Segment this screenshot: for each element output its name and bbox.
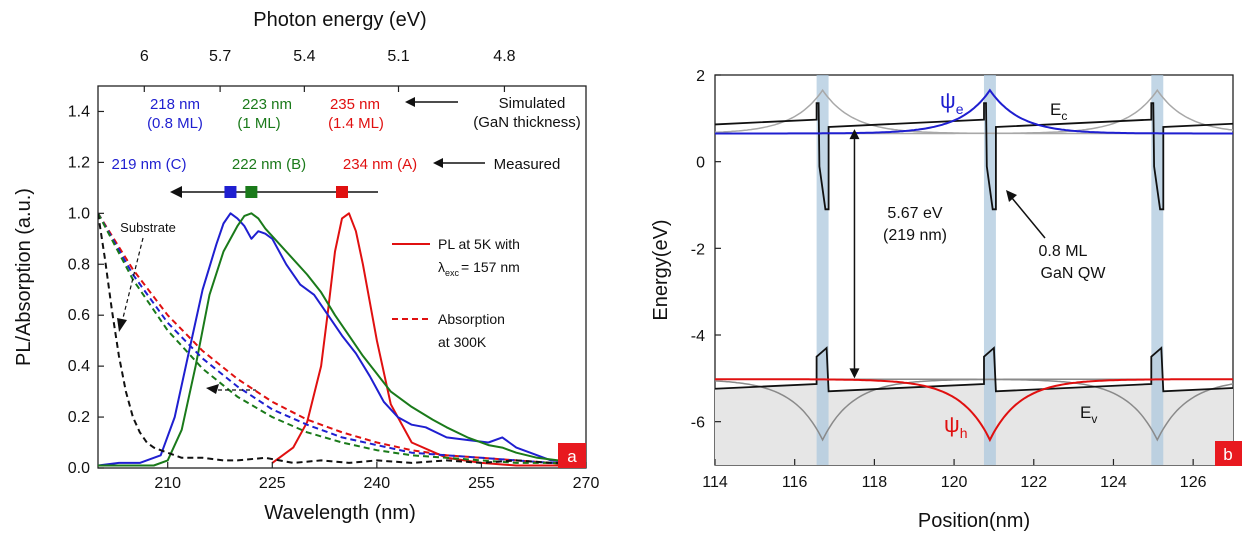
substrate-arrow bbox=[117, 237, 144, 332]
x-tick-label-a-4: 270 bbox=[573, 475, 600, 492]
band-gap-arrow bbox=[849, 129, 860, 379]
x-tick-label-b-6: 126 bbox=[1180, 474, 1207, 491]
qw-label-1: 0.8 ML bbox=[1039, 243, 1088, 260]
meas-arrow bbox=[433, 158, 485, 168]
x-tick-label-b-5: 124 bbox=[1100, 474, 1127, 491]
series-line-1 bbox=[98, 212, 586, 467]
meas-label-blue: 219 nm (C) bbox=[111, 156, 186, 173]
top-axis-label: Photon energy (eV) bbox=[253, 9, 426, 31]
panel-a-badge bbox=[558, 443, 586, 468]
x-tick-label-a-3: 255 bbox=[468, 475, 495, 492]
series-line-4 bbox=[98, 212, 586, 464]
qw-pointer-arrow bbox=[1006, 190, 1046, 239]
y-tick-label-a-4: 0.8 bbox=[68, 256, 90, 273]
absorption-arrow bbox=[206, 384, 256, 394]
x-tick-label-b-0: 114 bbox=[702, 474, 728, 491]
y-tick-label-a-5: 1.0 bbox=[68, 205, 90, 222]
x-tick-label-a-1: 225 bbox=[259, 475, 286, 492]
legend-abs-text-2: at 300K bbox=[438, 334, 487, 350]
wavelength-marker-0 bbox=[224, 186, 237, 198]
x-tick-label-a-0: 210 bbox=[154, 475, 181, 492]
legend-abs-text-1: Absorption bbox=[438, 311, 505, 327]
legend-a: PL at 5K with λexc = 157 nm Absorption at… bbox=[392, 236, 520, 350]
gap-label-1: 5.67 eV bbox=[887, 205, 942, 222]
y-tick-label-a-2: 0.4 bbox=[68, 358, 90, 375]
meas-label-red: 234 nm (A) bbox=[343, 156, 417, 173]
y-tick-label-a-1: 0.2 bbox=[68, 409, 90, 426]
y-axis-label-b: Energy(eV) bbox=[650, 219, 672, 320]
sim-label-green-1: 223 nm bbox=[242, 96, 292, 113]
top-tick-label-4: 4.8 bbox=[493, 48, 515, 65]
meas-caption: Measured bbox=[494, 156, 561, 173]
gap-label-2: (219 nm) bbox=[883, 227, 947, 244]
x-tick-label-b-1: 116 bbox=[782, 474, 808, 491]
x-tick-label-b-2: 118 bbox=[862, 474, 888, 491]
sim-label-blue-2: (0.8 ML) bbox=[147, 115, 203, 132]
psi-e-label: ψe bbox=[940, 88, 964, 117]
plot-frame-a bbox=[97, 85, 587, 469]
series-line-5 bbox=[98, 212, 586, 467]
sim-label-red-1: 235 nm bbox=[330, 96, 380, 113]
ev-label: Ev bbox=[1080, 403, 1097, 426]
series-line-3 bbox=[98, 212, 586, 464]
legend-pl-text-1: PL at 5K with bbox=[438, 236, 520, 252]
top-tick-label-0: 6 bbox=[140, 48, 149, 65]
panel-b-badge bbox=[1215, 441, 1242, 466]
series-line-6 bbox=[98, 213, 586, 464]
x-tick-label-a-2: 240 bbox=[364, 475, 391, 492]
y-tick-label-a-0: 0.0 bbox=[68, 460, 90, 477]
sim-label-red-2: (1.4 ML) bbox=[328, 115, 384, 132]
y-tick-label-b-4: -6 bbox=[691, 415, 705, 432]
panel-b-badge-label: b bbox=[1223, 445, 1232, 464]
conduction-band-edge bbox=[715, 102, 1233, 211]
y-tick-label-a-7: 1.4 bbox=[68, 103, 90, 120]
valence-fill bbox=[715, 348, 1233, 465]
sim-caption-1: Simulated bbox=[499, 95, 566, 112]
panel-a-badge-label: a bbox=[567, 447, 577, 466]
y-tick-label-b-3: -4 bbox=[691, 328, 705, 345]
wavelength-marker-2 bbox=[336, 186, 348, 198]
top-tick-label-3: 5.1 bbox=[387, 48, 409, 65]
y-tick-label-a-6: 1.2 bbox=[68, 154, 90, 171]
legend-pl-lambda: λexc = 157 nm bbox=[438, 259, 520, 278]
top-tick-label-1: 5.7 bbox=[209, 48, 231, 65]
meas-label-green: 222 nm (B) bbox=[232, 156, 306, 173]
substrate-label: Substrate bbox=[120, 220, 176, 235]
x-axis-label-a: Wavelength (nm) bbox=[264, 502, 416, 524]
quantum-well-band-1 bbox=[983, 75, 996, 465]
ec-label: Ec bbox=[1050, 100, 1067, 123]
gap-arrow-head-top bbox=[849, 129, 860, 140]
valence-band-edge bbox=[715, 346, 1233, 393]
psi-h-label: ψh bbox=[944, 412, 967, 441]
wavelength-marker-1 bbox=[245, 186, 258, 198]
panel-b: 114 116 118 120 122 124 126 2 0 -2 -4 -6 Position(n… bbox=[650, 68, 1242, 532]
top-tick-label-2: 5.4 bbox=[293, 48, 315, 65]
quantum-well-band-2 bbox=[1151, 75, 1164, 465]
series-line-2 bbox=[98, 212, 586, 467]
y-tick-label-b-0: 2 bbox=[696, 68, 705, 85]
y-axis-label-a: PL/Absorption (a.u.) bbox=[13, 188, 35, 366]
x-axis-label-b: Position(nm) bbox=[918, 510, 1030, 532]
sim-arrow bbox=[405, 97, 458, 107]
y-tick-label-b-1: 0 bbox=[696, 155, 705, 172]
sim-caption-2: (GaN thickness) bbox=[473, 114, 581, 131]
x-tick-label-b-3: 120 bbox=[941, 474, 968, 491]
sim-label-blue-1: 218 nm bbox=[150, 96, 200, 113]
panel-a: 210 225 240 255 270 6 5.7 5.4 5.1 4.8 0.0 0.2 0.4 0.6… bbox=[13, 9, 599, 524]
psi-e-curve bbox=[715, 88, 1233, 135]
x-tick-label-b-4: 122 bbox=[1020, 474, 1047, 491]
y-tick-label-a-3: 0.6 bbox=[68, 307, 90, 324]
sim-label-green-2: (1 ML) bbox=[237, 115, 280, 132]
quantum-well-band-0 bbox=[816, 75, 829, 465]
gap-arrow-head-bottom bbox=[849, 368, 860, 379]
qw-label-2: GaN QW bbox=[1041, 265, 1107, 282]
y-tick-label-b-2: -2 bbox=[691, 241, 705, 258]
psi-h-curve bbox=[715, 378, 1233, 443]
